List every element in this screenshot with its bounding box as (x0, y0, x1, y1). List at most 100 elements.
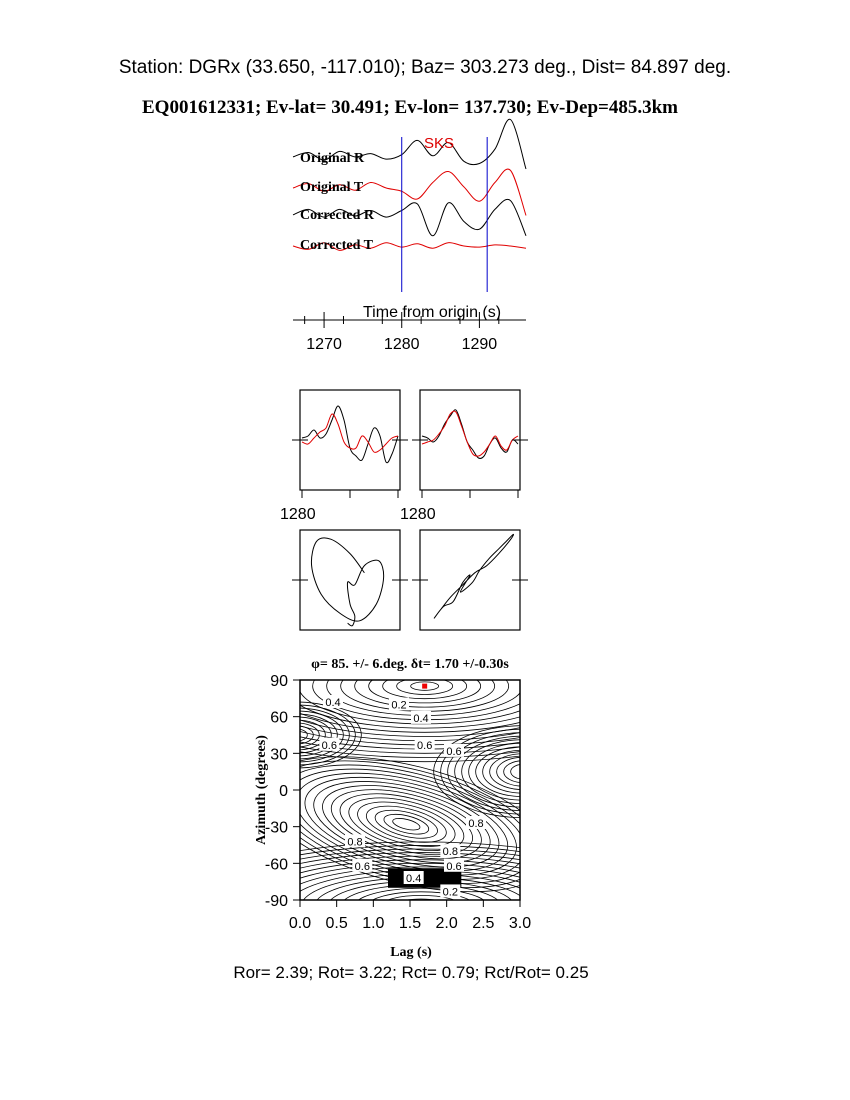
contour-line (339, 793, 474, 856)
contour-line (368, 680, 482, 704)
contour-line (382, 680, 468, 700)
contour-line (300, 701, 362, 769)
contour-label-bg (352, 858, 373, 872)
contour-line (392, 818, 421, 831)
contour-line (510, 764, 520, 780)
contour-line (300, 719, 326, 751)
azimuth-axis-label: Azimuth (degrees) (254, 735, 269, 845)
corrected-window-panel: 1280 (400, 389, 521, 523)
contour-label: 0.8 (468, 818, 483, 830)
contour-line (410, 681, 440, 691)
contour-line (300, 719, 520, 737)
contour-label: 0.6 (322, 740, 337, 752)
lag-tick-label: 2.5 (472, 915, 494, 932)
contour-label-bg (414, 737, 435, 751)
contour-line (447, 732, 520, 812)
time-axis-label: Time from origin (s) (363, 304, 501, 321)
contour-line (300, 710, 344, 760)
phase-label: SKS (424, 135, 454, 152)
contour-line (475, 746, 520, 797)
contour-line (374, 809, 438, 839)
contour-line (300, 680, 520, 725)
contour-label-bg (444, 858, 464, 872)
contour-line (433, 725, 520, 819)
contour-line (300, 716, 332, 754)
uncorrected-window-traces (301, 405, 399, 464)
contour-line (300, 866, 520, 885)
trace-label-corrected-r: Corrected R (300, 208, 375, 223)
contour-label-bg (466, 816, 486, 829)
contour-label-bg (319, 737, 340, 751)
contour-line (383, 813, 430, 835)
contour-label-bg (440, 844, 461, 858)
contour-line (454, 735, 520, 808)
window-panel-ticks (292, 439, 528, 498)
contour-line (461, 739, 520, 805)
azimuth-tick-label: -90 (265, 893, 288, 910)
contour-line (304, 776, 509, 872)
contour-label: 0.6 (446, 861, 461, 873)
azimuth-tick-label: 0 (279, 783, 288, 800)
contour-label-bg (323, 695, 343, 708)
contour-label: 0.2 (443, 886, 458, 898)
station-header: Station: DGRx (33.650, -117.010); Baz= 3… (118, 57, 732, 78)
contour-line (300, 859, 520, 874)
best-fit-marker (422, 683, 428, 689)
contour-label: 0.6 (417, 740, 432, 752)
contour-line (322, 785, 491, 864)
contour-line (300, 712, 520, 733)
window-trace-T (421, 410, 519, 457)
contour-line (300, 741, 520, 754)
azimuth-tick-label: 60 (270, 710, 288, 727)
contour-line (408, 903, 435, 910)
time-tick-label: 1290 (462, 336, 498, 353)
contour-line (300, 841, 520, 852)
contour-line (405, 898, 437, 900)
corrected-pm-frame (419, 529, 521, 631)
misfit-contour-panel: φ= 85. +/- 6.deg. δt= 1.70 +/-0.30s 0.4 0… (254, 657, 531, 960)
contour-line (300, 848, 520, 860)
contour-label-bg (389, 697, 409, 711)
time-axis-ticks: 1270 1280 1290 (304, 312, 500, 353)
contour-line (496, 756, 520, 787)
lag-tick-label: 1.0 (362, 915, 384, 932)
contour-line (440, 728, 520, 815)
uncorrected-pm-curve (310, 537, 385, 627)
contour-line (300, 852, 520, 864)
uncorrected-window-frame (299, 389, 401, 491)
contour-line (348, 797, 465, 851)
trace-label-original-r: Original R (300, 151, 365, 166)
trace-label-original-t: Original T (300, 180, 364, 195)
azimuth-tick-label: 90 (270, 673, 288, 690)
contour-label: 0.6 (355, 861, 370, 873)
contour-label: 0.4 (413, 713, 428, 725)
contour-line (357, 801, 456, 847)
contour-line (300, 713, 338, 757)
contour-label-bg (440, 884, 461, 898)
time-tick-label: 1270 (306, 336, 342, 353)
contour-label-bg (411, 710, 431, 724)
contour-label-bg (444, 743, 464, 757)
lag-tick-label: 2.0 (436, 915, 458, 932)
lag-tick-label: 3.0 (509, 915, 531, 932)
contour-line (300, 756, 520, 893)
contour-line (503, 760, 520, 783)
uncorrected-window-tick-label: 1280 (280, 506, 316, 523)
contour-label: 0.2 (391, 699, 406, 711)
window-trace-R (421, 409, 519, 459)
contour-line (354, 680, 496, 708)
contour-line (300, 707, 350, 763)
azimuth-tick-label: -30 (265, 820, 288, 837)
window-trace-R (301, 405, 399, 464)
time-tick-label: 1280 (384, 336, 420, 353)
contour-line (489, 753, 520, 790)
contour-label: 0.4 (325, 697, 340, 709)
lag-tick-label: 0.0 (289, 915, 311, 932)
contour-line (396, 680, 454, 695)
contour-line (313, 781, 500, 868)
contour-line (482, 749, 520, 794)
contour-line (387, 895, 455, 900)
uncorrected-particle-motion-panel (299, 529, 401, 631)
waveform-panel: SKS Original R Original T Corrected R Co… (292, 118, 527, 353)
